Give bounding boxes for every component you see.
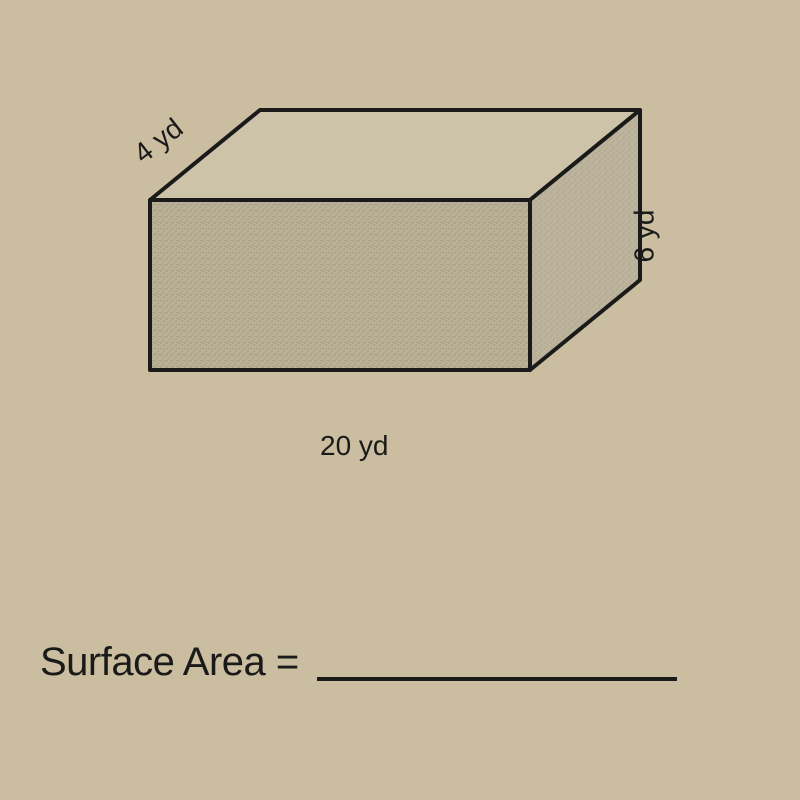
prompt-text: Surface Area = [40, 640, 299, 685]
answer-blank-line [317, 677, 677, 681]
width-label: 20 yd [320, 430, 389, 462]
prompt-row: Surface Area = [40, 640, 677, 685]
height-label: 6 yd [628, 210, 660, 263]
rectangular-prism [100, 60, 700, 440]
prism-front-face [150, 200, 530, 370]
